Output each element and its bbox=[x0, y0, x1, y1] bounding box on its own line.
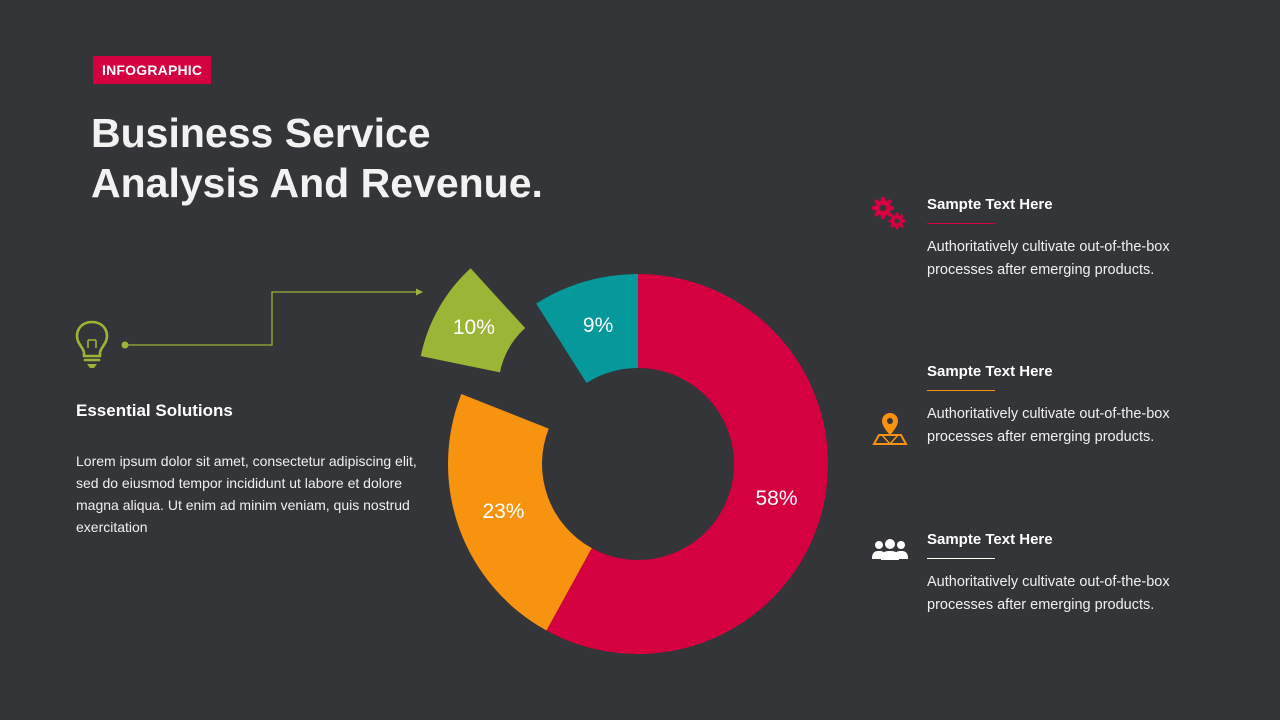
segment-label: 23% bbox=[482, 500, 524, 523]
donut-segment bbox=[448, 394, 592, 631]
title-line-2: Analysis And Revenue. bbox=[91, 160, 543, 206]
segment-label: 10% bbox=[453, 316, 495, 339]
segment-label: 9% bbox=[583, 314, 613, 337]
page-title: Business Service Analysis And Revenue. bbox=[91, 108, 651, 208]
connector-line bbox=[121, 288, 423, 349]
title-line-1: Business Service bbox=[91, 110, 431, 156]
item-description: Authoritatively cultivate out-of-the-box… bbox=[927, 239, 1170, 278]
map-pin-icon bbox=[872, 413, 908, 445]
item-heading: Sampte Text Here bbox=[927, 531, 1053, 548]
donut-segment bbox=[546, 274, 828, 654]
segment-label: 58% bbox=[755, 487, 797, 510]
infographic-tag: INFOGRAPHIC bbox=[93, 56, 212, 84]
item-description: Authoritatively cultivate out-of-the-box… bbox=[927, 574, 1170, 613]
donut-segment bbox=[420, 268, 526, 373]
item-heading: Sampte Text Here bbox=[927, 363, 1053, 380]
gears-icon bbox=[872, 197, 906, 230]
item-heading: Sampte Text Here bbox=[927, 196, 1053, 213]
item-rule bbox=[927, 558, 995, 559]
donut-chart: 58% 23% 10% 9% bbox=[420, 268, 828, 654]
people-icon bbox=[872, 539, 908, 560]
essential-solutions-title: Essential Solutions bbox=[76, 401, 233, 420]
lightbulb-icon bbox=[75, 320, 109, 368]
item-rule bbox=[927, 390, 995, 391]
item-description: Authoritatively cultivate out-of-the-box… bbox=[927, 406, 1170, 445]
essential-solutions-body: Lorem ipsum dolor sit amet, consectetur … bbox=[76, 453, 417, 535]
donut-segment bbox=[536, 274, 638, 383]
item-rule bbox=[927, 223, 995, 224]
